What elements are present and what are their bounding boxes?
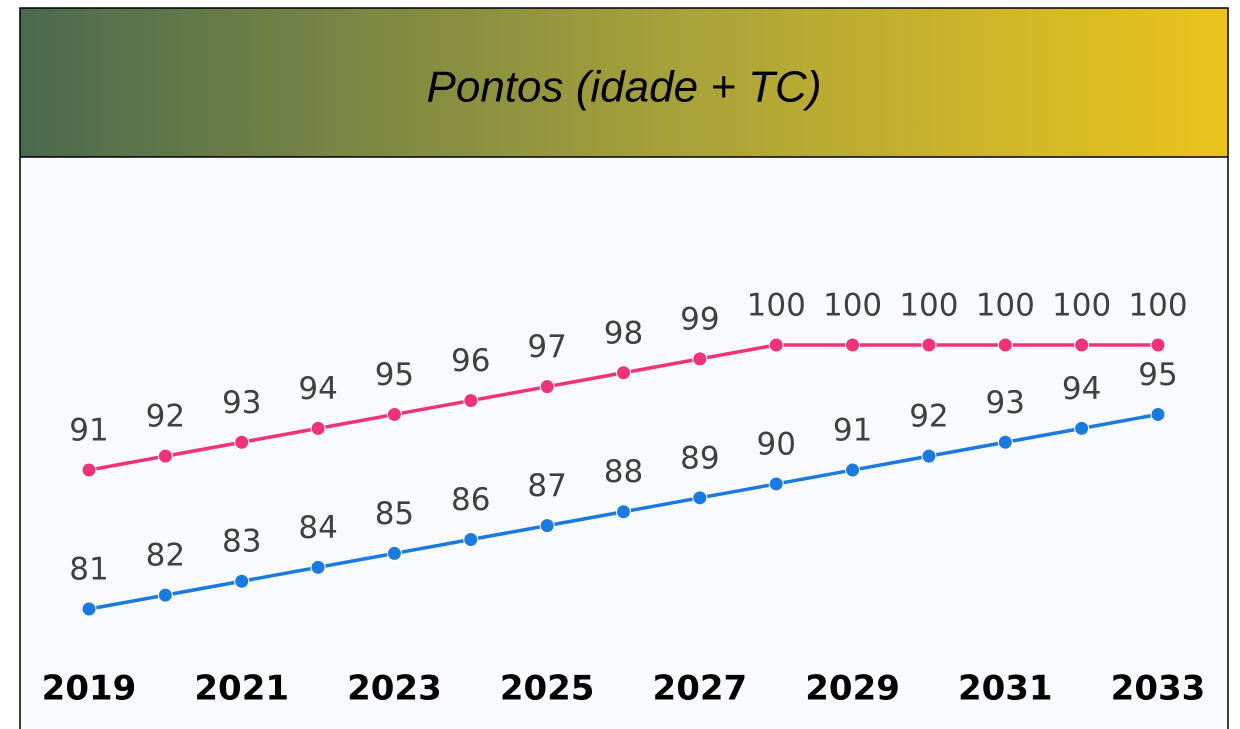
data-label: 91 [69, 413, 108, 449]
point [463, 532, 479, 548]
data-label: 85 [375, 496, 414, 532]
x-tick-label: 2025 [500, 669, 595, 709]
data-label: 90 [756, 426, 795, 462]
data-label: 94 [298, 371, 337, 407]
data-label: 91 [833, 413, 872, 449]
data-label: 93 [986, 385, 1025, 421]
point [768, 337, 784, 353]
point [997, 434, 1013, 450]
point [463, 393, 479, 409]
data-label: 87 [527, 468, 566, 504]
x-tick-label: 2023 [347, 669, 442, 709]
point [157, 587, 173, 603]
data-label: 93 [222, 385, 261, 421]
point [234, 434, 250, 450]
data-label: 82 [146, 538, 185, 574]
point [1150, 337, 1166, 353]
point [157, 448, 173, 464]
chart-title: Pontos (idade + TC) [427, 63, 822, 112]
data-label: 100 [899, 287, 958, 323]
data-label: 95 [375, 357, 414, 393]
data-label: 86 [451, 482, 490, 518]
point [81, 601, 97, 617]
header [20, 8, 1228, 157]
point [616, 365, 631, 381]
point [692, 490, 708, 506]
point [1150, 406, 1166, 422]
data-label: 92 [909, 399, 948, 435]
point [692, 351, 708, 367]
data-label: 100 [1128, 287, 1187, 323]
data-label: 83 [222, 524, 261, 560]
point [386, 545, 402, 561]
data-label: 100 [823, 287, 882, 323]
x-tick-label: 2031 [958, 669, 1053, 709]
data-label: 94 [1062, 371, 1101, 407]
point [997, 337, 1013, 353]
point [845, 462, 861, 478]
data-label: 100 [747, 287, 806, 323]
point [768, 476, 784, 492]
point [1074, 420, 1090, 436]
data-label: 81 [69, 552, 108, 588]
x-tick-label: 2029 [805, 669, 900, 709]
point [845, 337, 861, 353]
data-label: 97 [527, 329, 566, 365]
data-label: 100 [1052, 287, 1111, 323]
data-label: 89 [680, 440, 719, 476]
x-tick-label: 2027 [653, 669, 748, 709]
point [386, 406, 402, 422]
point [81, 462, 97, 478]
x-tick-label: 2019 [42, 669, 137, 709]
point [921, 337, 937, 353]
data-label: 100 [976, 287, 1035, 323]
data-label: 96 [451, 343, 490, 379]
data-label: 88 [604, 454, 643, 490]
point [539, 518, 555, 534]
data-label: 92 [146, 399, 185, 435]
x-tick-label: 2021 [194, 669, 289, 709]
point [539, 379, 555, 395]
point [310, 420, 326, 436]
data-label: 84 [298, 510, 337, 546]
data-label: 99 [680, 301, 719, 337]
point [616, 504, 631, 520]
data-label: 98 [604, 315, 643, 351]
data-label: 95 [1138, 357, 1177, 393]
x-tick-label: 2033 [1111, 669, 1206, 709]
point [310, 559, 326, 575]
frame [19, 7, 1229, 729]
point [234, 573, 250, 589]
point [1074, 337, 1090, 353]
point [921, 448, 937, 464]
